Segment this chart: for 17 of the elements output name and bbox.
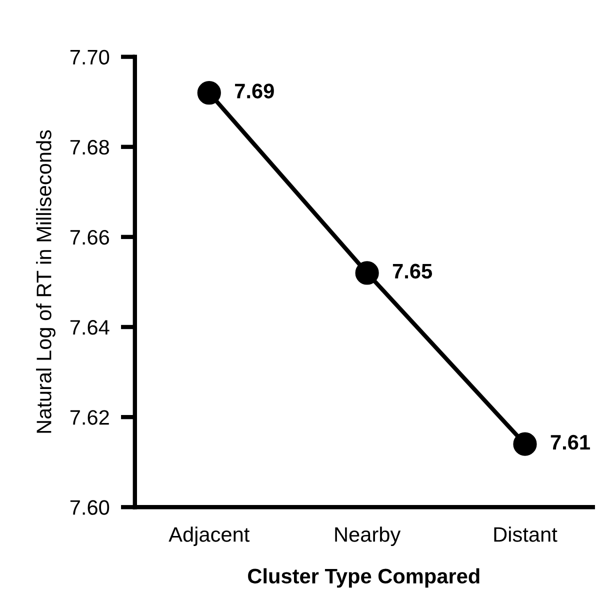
- x-axis-title: Cluster Type Compared: [248, 568, 480, 588]
- y-tick-label: 7.60: [70, 500, 110, 515]
- x-tick-label: Distant: [494, 526, 558, 542]
- data-label: 7.65: [392, 264, 432, 279]
- point: [355, 261, 379, 285]
- y-tick-label: 7.70: [70, 50, 110, 65]
- y-axis-title: Natural Log of RT in Milliseconds: [36, 130, 56, 433]
- y-tick-label: 7.64: [70, 320, 110, 335]
- point: [513, 432, 537, 456]
- data-label: 7.61: [550, 434, 590, 450]
- y-tick-label: 7.66: [70, 230, 110, 245]
- x-tick-label: Adjacent: [168, 526, 250, 546]
- x-tick-label: Nearby: [335, 526, 401, 546]
- y-tick-label: 7.62: [70, 410, 109, 425]
- y-tick-label: 7.68: [70, 140, 110, 155]
- point: [197, 81, 221, 105]
- data-label: 7.69: [235, 84, 274, 98]
